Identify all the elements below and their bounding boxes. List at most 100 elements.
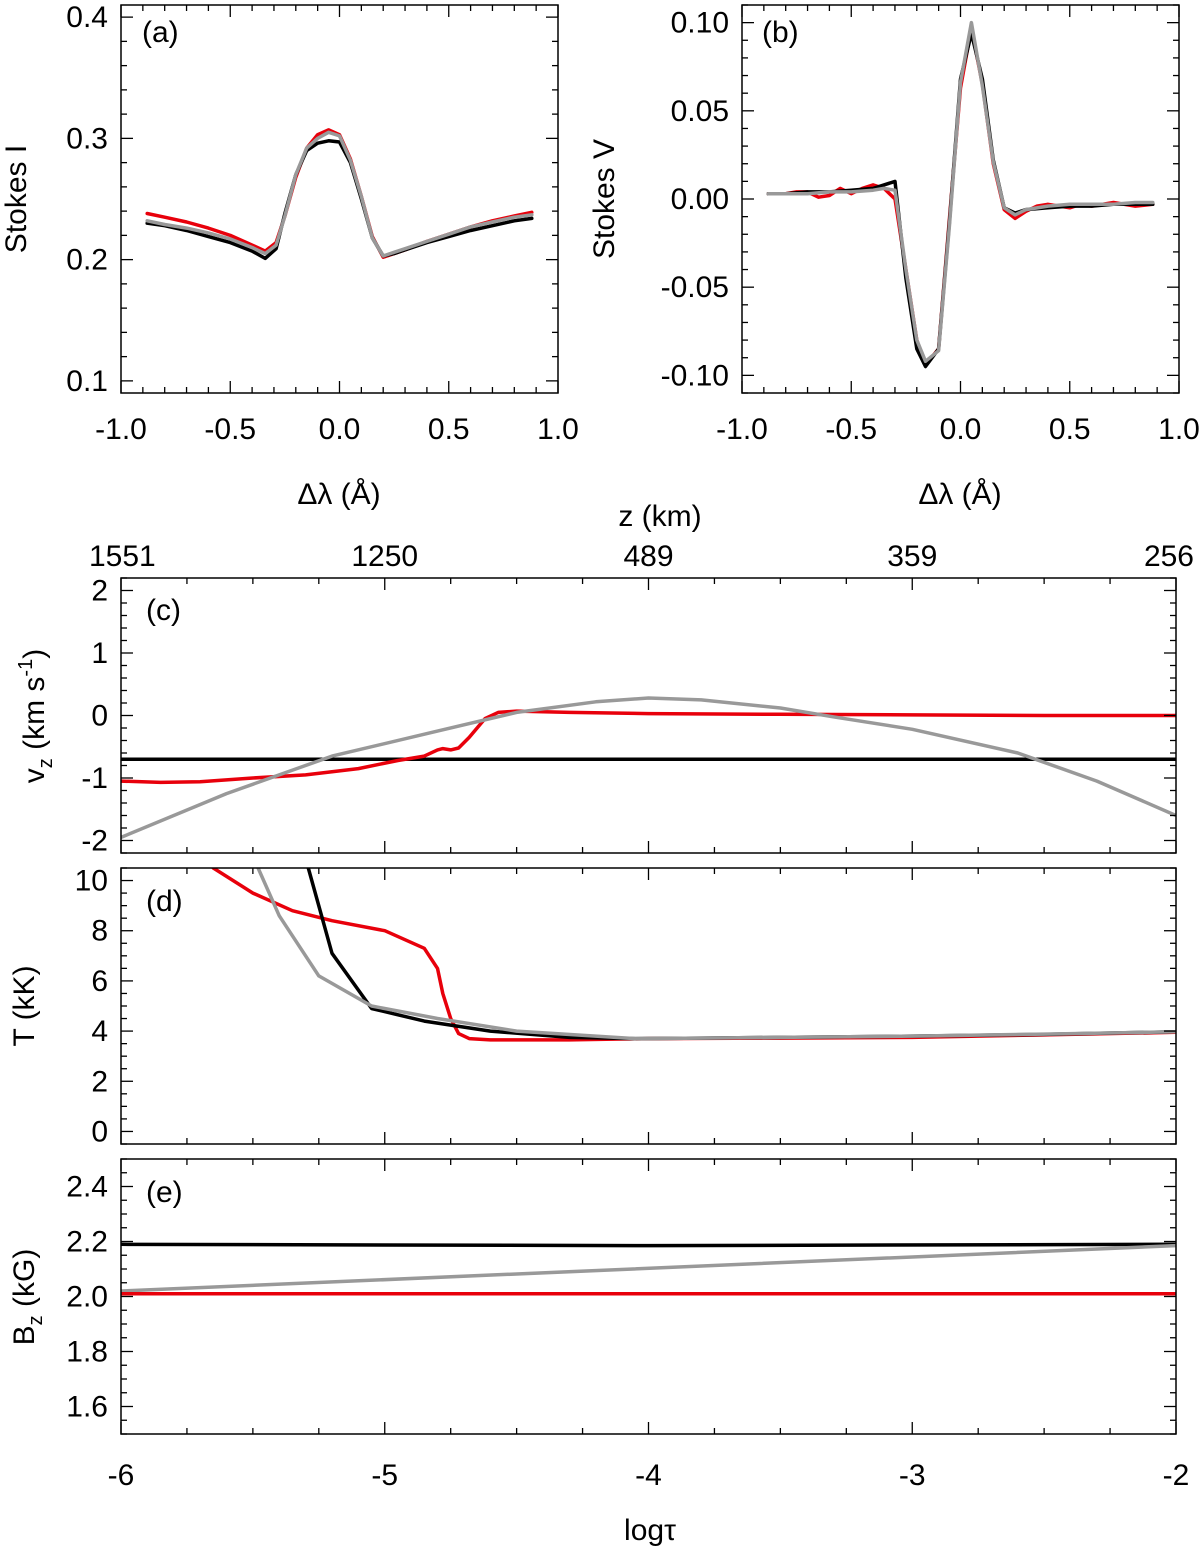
panel-b-y-title: Stokes V bbox=[588, 139, 621, 259]
panel-b-x-tick-label: 0.0 bbox=[940, 413, 982, 446]
vz-unit-pre: (km s bbox=[18, 677, 51, 759]
panel-a-y-tick-label: 0.3 bbox=[66, 122, 108, 155]
panel-d-series bbox=[211, 868, 1176, 1042]
panel-e-magnetic-field: 1.6 1.8 2.0 2.2 2.4 -6 -5 -4 -3 -2 (e) Bz (kG) lo… bbox=[8, 1158, 1190, 1547]
top-z-tick-label: 1250 bbox=[351, 540, 418, 573]
panel-c-y-tick-label: -2 bbox=[81, 825, 108, 858]
panel-d-label: (d) bbox=[146, 885, 183, 918]
panel-e-x-tick-label: -6 bbox=[108, 1459, 135, 1492]
panel-e-y-tick-label: 1.8 bbox=[66, 1336, 108, 1369]
panel-c-y-title: vz (km s-1) bbox=[15, 649, 57, 783]
panel-d-y-tick-label: 0 bbox=[91, 1115, 108, 1148]
panel-b-x-tick-label: 1.0 bbox=[1158, 413, 1200, 446]
panel-b-label: (b) bbox=[762, 16, 799, 49]
panel-e-x-tick-label: -5 bbox=[371, 1459, 398, 1492]
panel-d-temperature: 0 2 4 6 8 10 (d) T (kK) bbox=[8, 865, 1177, 1148]
panel-e-y-tick-label: 2.0 bbox=[66, 1281, 108, 1314]
panel-e-y-tick-label: 2.2 bbox=[66, 1226, 108, 1259]
panel-e-y-tick-label: 1.6 bbox=[66, 1391, 108, 1424]
panel-a-frame bbox=[120, 4, 559, 394]
top-axis-title-z: z (km) bbox=[618, 500, 701, 533]
top-z-tick-label: 489 bbox=[623, 540, 673, 573]
panel-d-gray-line bbox=[256, 868, 1176, 1041]
panel-d-y-tick-label: 4 bbox=[91, 1015, 108, 1048]
panel-b-y-tick-label: -0.05 bbox=[661, 271, 729, 304]
panel-e-y-title: Bz (kG) bbox=[8, 1249, 47, 1346]
panel-b-series bbox=[766, 20, 1155, 369]
panel-a-x-tick-label: 1.0 bbox=[537, 413, 579, 446]
panel-d-red-line bbox=[211, 868, 1176, 1042]
panel-e-ticks: 1.6 1.8 2.0 2.2 2.4 -6 -5 -4 -3 -2 bbox=[66, 1158, 1190, 1492]
panel-b-x-tick-label: -0.5 bbox=[825, 413, 877, 446]
panel-a-y-tick-label: 0.2 bbox=[66, 244, 108, 277]
panel-b-x-tick-label: 0.5 bbox=[1049, 413, 1091, 446]
panel-a-label: (a) bbox=[142, 16, 179, 49]
panel-b-frame bbox=[741, 4, 1180, 394]
panel-b-y-tick-label: -0.10 bbox=[661, 359, 729, 392]
vz-unit-superscript: -1 bbox=[15, 659, 37, 677]
panel-a-stokes-i: 0.1 0.2 0.3 0.4 -1.0 -0.5 0.0 0.5 1.0 (a) Stokes… bbox=[0, 1, 579, 511]
panel-d-y-tick-label: 10 bbox=[75, 865, 108, 898]
panel-c-label: (c) bbox=[146, 594, 181, 627]
panel-c-gray-line bbox=[121, 696, 1176, 840]
panel-c-y-tick-label: -1 bbox=[81, 762, 108, 795]
panel-e-x-tick-label: -3 bbox=[899, 1459, 926, 1492]
vz-symbol: v bbox=[18, 768, 51, 783]
panel-d-y-title: T (kK) bbox=[8, 965, 41, 1046]
panel-a-x-tick-label: -1.0 bbox=[95, 413, 147, 446]
panel-a-model-line bbox=[145, 130, 534, 258]
vz-unit-post: ) bbox=[18, 649, 51, 659]
panel-a-series bbox=[145, 128, 534, 261]
panel-c-y-tick-label: 2 bbox=[91, 575, 108, 608]
bz-symbol: B bbox=[8, 1325, 41, 1345]
top-z-tick-label: 1551 bbox=[89, 540, 156, 573]
panel-a-observed-line bbox=[145, 128, 534, 259]
panel-a-x-title: Δλ (Å) bbox=[297, 478, 380, 511]
panel-c-red-line bbox=[121, 709, 1176, 785]
panel-b-x-tick-label: -1.0 bbox=[716, 413, 768, 446]
top-z-tick-label: 256 bbox=[1144, 540, 1194, 573]
bz-unit: (kG) bbox=[8, 1249, 41, 1316]
panel-e-y-tick-label: 2.4 bbox=[66, 1171, 108, 1204]
panel-a-y-tick-label: 0.1 bbox=[66, 365, 108, 398]
panel-e-black-line bbox=[121, 1242, 1176, 1248]
panel-d-y-tick-label: 6 bbox=[91, 965, 108, 998]
panel-c-y-tick-label: 1 bbox=[91, 637, 108, 670]
panel-d-black-line bbox=[306, 868, 1176, 1041]
panel-b-y-tick-label: 0.05 bbox=[671, 95, 729, 128]
vz-subscript: z bbox=[35, 758, 57, 768]
tau-symbol: τ bbox=[664, 1514, 676, 1547]
panel-b-model-line bbox=[766, 20, 1155, 364]
panel-e-x-tick-label: -4 bbox=[635, 1459, 662, 1492]
panel-d-frame bbox=[120, 867, 1177, 1145]
log-text: log bbox=[624, 1514, 664, 1547]
panel-a-y-tick-label: 0.4 bbox=[66, 1, 108, 34]
panel-e-label: (e) bbox=[146, 1176, 183, 1209]
panel-a-ticks: 0.1 0.2 0.3 0.4 -1.0 -0.5 0.0 0.5 1.0 bbox=[66, 1, 579, 446]
panel-a-y-title: Stokes I bbox=[0, 145, 33, 253]
bottom-x-title-logtau: logτ bbox=[624, 1514, 676, 1547]
panel-a-x-tick-label: -0.5 bbox=[204, 413, 256, 446]
panel-d-y-tick-label: 2 bbox=[91, 1065, 108, 1098]
panel-c-y-tick-label: 0 bbox=[91, 700, 108, 733]
panel-b-ticks: -0.10 -0.05 0.00 0.05 0.10 -1.0 -0.5 0.0 0.5 1.0 bbox=[661, 4, 1200, 446]
panel-b-stokes-v: -0.10-0.050.000.050.10-1.0 -0.5 0.0 0.5 1.0 … bbox=[588, 4, 1200, 511]
panel-d-ticks: 0 2 4 6 8 10 bbox=[75, 865, 1177, 1148]
panel-e-gray-line bbox=[121, 1243, 1176, 1293]
panel-c-series bbox=[121, 696, 1176, 840]
top-z-tick-label: 359 bbox=[887, 540, 937, 573]
panel-a-fit-line bbox=[145, 139, 534, 261]
panel-a-x-tick-label: 0.0 bbox=[319, 413, 361, 446]
panel-e-x-tick-label: -2 bbox=[1163, 1459, 1190, 1492]
panel-e-series bbox=[121, 1242, 1176, 1296]
bz-subscript: z bbox=[25, 1315, 47, 1325]
panel-b-y-tick-label: 0.00 bbox=[671, 183, 729, 216]
panel-e-frame bbox=[120, 1158, 1177, 1435]
panel-b-y-tick-label: 0.10 bbox=[671, 7, 729, 40]
panel-b-x-title: Δλ (Å) bbox=[918, 478, 1001, 511]
panel-d-y-tick-label: 8 bbox=[91, 915, 108, 948]
panel-a-x-tick-label: 0.5 bbox=[428, 413, 470, 446]
